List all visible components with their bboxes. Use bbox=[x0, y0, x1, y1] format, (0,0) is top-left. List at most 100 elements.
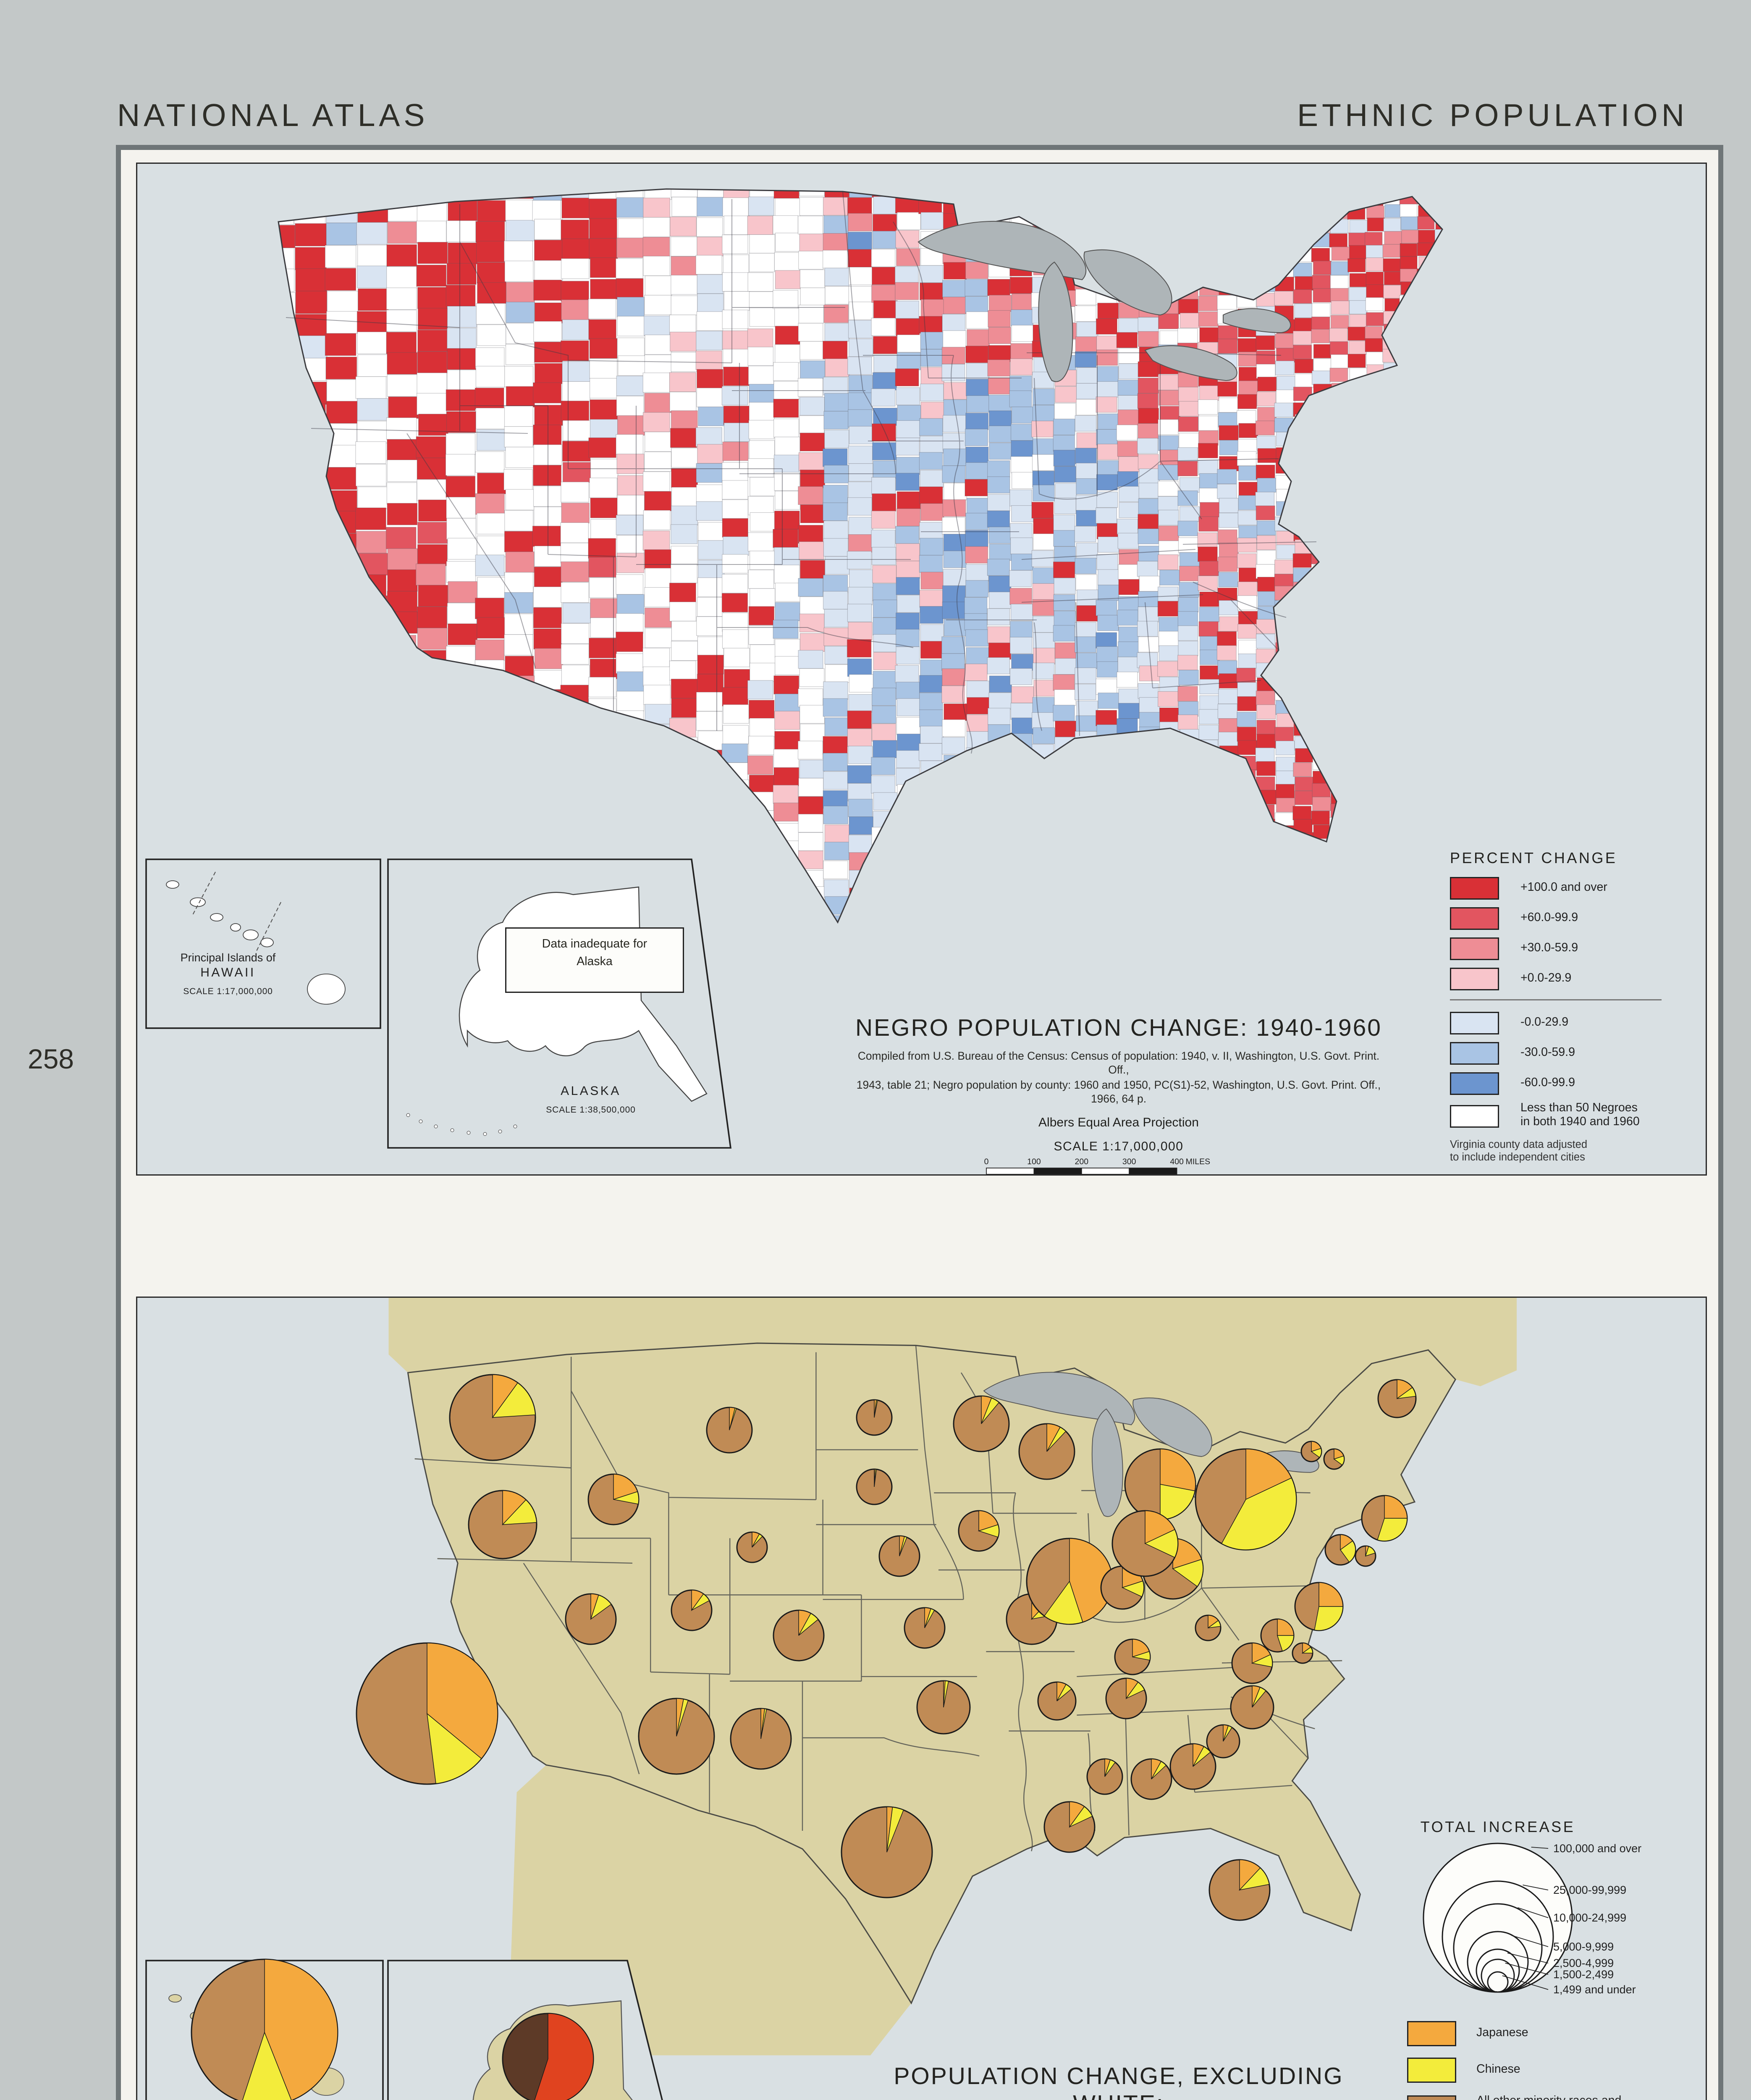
pie-legend-swatch bbox=[1407, 2058, 1456, 2083]
legend-label: -0.0-29.9 bbox=[1520, 1015, 1569, 1029]
state-pie-SC bbox=[1206, 1724, 1240, 1759]
state-pie-VA bbox=[1231, 1642, 1273, 1684]
page-title-left: NATIONAL ATLAS bbox=[117, 98, 429, 134]
top-hawaii-inset-label: Principal Islands of HAWAII SCALE 1:17,0… bbox=[180, 951, 276, 996]
state-pie-KS bbox=[904, 1607, 946, 1649]
legend-swatch bbox=[1450, 937, 1499, 960]
top-map-title-block: NEGRO POPULATION CHANGE: 1940-1960 Compi… bbox=[848, 1016, 1389, 1174]
total-increase-class-label: 25,000-99,999 bbox=[1553, 1884, 1626, 1896]
top-hawaii-inset bbox=[145, 858, 381, 1029]
state-pie-NV bbox=[565, 1593, 617, 1645]
state-pie-AR bbox=[1037, 1681, 1077, 1721]
legend-note: Virginia county data adjusted to include … bbox=[1450, 1137, 1588, 1164]
state-pie-CA bbox=[356, 1642, 498, 1785]
alaska-pie bbox=[502, 2013, 594, 2100]
legend-swatch bbox=[1450, 1072, 1499, 1095]
state-pie-GA bbox=[1169, 1743, 1216, 1790]
state-pie-KY bbox=[1114, 1638, 1151, 1675]
state-pie-WI bbox=[1018, 1423, 1075, 1480]
state-pie-RI bbox=[1355, 1545, 1376, 1567]
state-pie-UT bbox=[671, 1589, 713, 1631]
pie-legend-row: Chinese bbox=[1407, 2058, 1703, 2083]
total-increase-class-label: 1,500-2,499 bbox=[1553, 1968, 1614, 1981]
state-pie-ID bbox=[587, 1473, 640, 1525]
page-title-right: ETHNIC POPULATION bbox=[1297, 98, 1688, 134]
total-increase-class-label: 10,000-24,999 bbox=[1553, 1911, 1626, 1924]
state-pie-MI bbox=[1124, 1448, 1196, 1520]
pie-legend-swatch bbox=[1407, 2096, 1456, 2100]
state-pie-AZ bbox=[638, 1698, 715, 1775]
legend-class-row: -30.0-59.9 bbox=[1450, 1042, 1702, 1065]
state-pie-AL bbox=[1130, 1758, 1172, 1800]
great-lake bbox=[917, 220, 1087, 281]
legend-label: Less than 50 Negroes in both 1940 and 196… bbox=[1520, 1101, 1640, 1129]
state-pie-CO bbox=[773, 1609, 825, 1662]
legend-swatch bbox=[1450, 907, 1499, 930]
state-pie-NE bbox=[878, 1535, 920, 1577]
total-increase-legend: TOTAL INCREASE 100,000 and over 25,000-99,… bbox=[1421, 1818, 1641, 1996]
percent-change-legend: PERCENT CHANGE +100.0 and over +60.0-99.9 +… bbox=[1450, 849, 1702, 1164]
legend-swatch bbox=[1450, 968, 1499, 990]
pie-legend-swatch bbox=[1407, 2021, 1456, 2046]
legend-swatch bbox=[1450, 1012, 1499, 1034]
legend-class-row: +100.0 and over bbox=[1450, 877, 1702, 900]
state-pie-LA bbox=[1043, 1801, 1096, 1853]
state-pie-NY bbox=[1195, 1448, 1297, 1551]
state-pie-NM bbox=[730, 1708, 792, 1770]
top-scale-bar: 0100200300400MILES0200400600KILOMETERS bbox=[984, 1157, 1210, 1174]
legend-label: +60.0-99.9 bbox=[1520, 910, 1578, 924]
state-pie-MD bbox=[1260, 1618, 1295, 1653]
svg-text:0: 0 bbox=[984, 1157, 989, 1166]
legend-swatch bbox=[1450, 1042, 1499, 1065]
pie-legend-label: All other minority races andnational ori… bbox=[1476, 2094, 1650, 2100]
state-pie-NH bbox=[1323, 1448, 1345, 1470]
bottom-map-title: POPULATION CHANGE, EXCLUDING WHITE: 1940… bbox=[894, 2064, 1344, 2100]
total-increase-class-label: 2,500-4,999 bbox=[1553, 1957, 1614, 1969]
top-alaska-inset-label: ALASKA SCALE 1:38,500,000 bbox=[546, 1085, 636, 1115]
svg-text:200: 200 bbox=[1075, 1157, 1089, 1166]
great-lake bbox=[1038, 261, 1073, 382]
us-choropleth bbox=[278, 188, 1443, 924]
population-change-pie-map: TOTAL INCREASE 100,000 and over 25,000-99,… bbox=[145, 1298, 1641, 2100]
great-lake bbox=[1083, 249, 1172, 316]
state-pie-WY bbox=[736, 1531, 768, 1563]
state-pie-NJ bbox=[1294, 1582, 1344, 1631]
state-pie-OR bbox=[468, 1490, 537, 1559]
us-pie-map-base bbox=[388, 1298, 1517, 2055]
state-pie-NC bbox=[1230, 1685, 1274, 1730]
state-pie-IL bbox=[1026, 1538, 1113, 1625]
population-change-excluding-white-panel: TOTAL INCREASE 100,000 and over 25,000-99,… bbox=[136, 1297, 1707, 2100]
svg-text:400: 400 bbox=[1170, 1157, 1184, 1166]
legend-class-row: -0.0-29.9 bbox=[1450, 1012, 1702, 1034]
legend-swatch bbox=[1450, 877, 1499, 900]
bottom-map-title-block: POPULATION CHANGE, EXCLUDING WHITE: 1940… bbox=[848, 2064, 1389, 2100]
negro-population-change-panel: Principal Islands of HAWAII SCALE 1:17,0… bbox=[136, 163, 1707, 1176]
state-pie-MT bbox=[706, 1407, 753, 1454]
top-map-projection: Albers Equal Area Projection bbox=[1038, 1116, 1199, 1130]
legend-class-row: -60.0-99.9 bbox=[1450, 1072, 1702, 1095]
state-pie-WV bbox=[1195, 1614, 1222, 1641]
great-lake bbox=[1222, 308, 1291, 333]
pie-legend-label: Japanese bbox=[1476, 2026, 1528, 2040]
pie-legend-label: Chinese bbox=[1476, 2063, 1520, 2077]
state-pie-DE bbox=[1292, 1642, 1313, 1664]
negro-population-change-map bbox=[145, 188, 1443, 1149]
state-pie-ND bbox=[856, 1399, 893, 1436]
percent-change-legend-title: PERCENT CHANGE bbox=[1450, 849, 1617, 867]
alaska-data-note: Data inadequate for Alaska bbox=[505, 927, 684, 993]
top-map-scale-label: SCALE 1:17,000,000 bbox=[1054, 1140, 1184, 1154]
pie-legend-row: All other minority races andnational ori… bbox=[1407, 2094, 1703, 2100]
bottom-hawaii-inset bbox=[145, 1958, 384, 2100]
legend-label: +30.0-59.9 bbox=[1520, 940, 1578, 955]
total-increase-title: TOTAL INCREASE bbox=[1421, 1818, 1575, 1835]
state-pie-OK bbox=[916, 1680, 971, 1735]
state-pie-PA bbox=[1111, 1510, 1179, 1577]
legend-divider bbox=[1450, 999, 1662, 1000]
page-number: 258 bbox=[28, 1043, 74, 1075]
state-pie-WA bbox=[449, 1374, 536, 1461]
legend-swatch bbox=[1450, 1105, 1499, 1128]
legend-label: +100.0 and over bbox=[1520, 880, 1607, 894]
legend-class-row: Less than 50 Negroes in both 1940 and 196… bbox=[1450, 1101, 1702, 1130]
great-lake bbox=[1144, 345, 1237, 381]
